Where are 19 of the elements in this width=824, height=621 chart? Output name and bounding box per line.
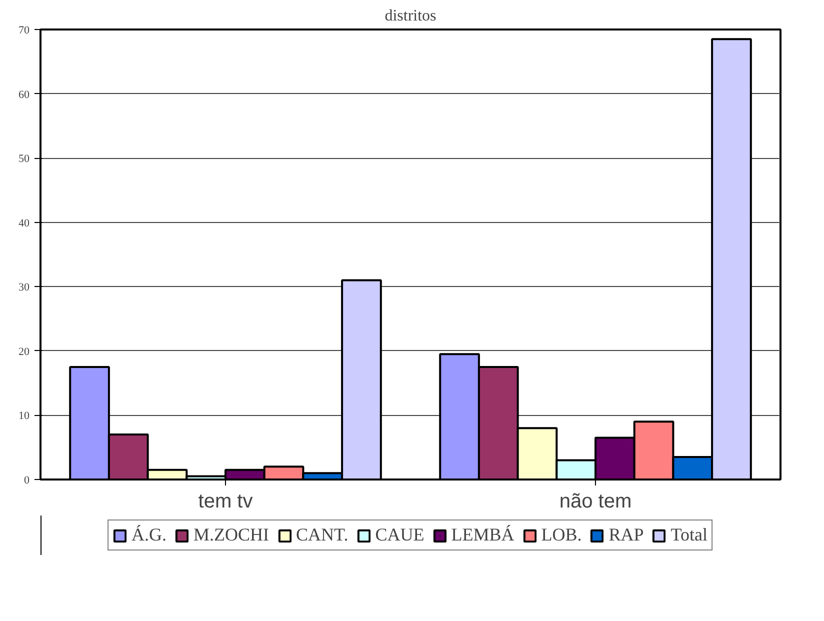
legend-label: LOB. (541, 524, 582, 546)
legend-label: Total (670, 524, 708, 546)
x-tick-label: tem tv (198, 490, 253, 512)
legend-label: Á.G. (132, 524, 167, 546)
y-tick-label: 20 (18, 346, 30, 358)
y-tick-label: 50 (18, 153, 30, 166)
x-tick-label: não tem (559, 490, 632, 512)
y-tick-label: 40 (18, 217, 30, 230)
y-tick-label: 30 (18, 282, 30, 294)
legend-label: LEMBÁ (451, 524, 514, 546)
legend-label: M.ZOCHI (194, 524, 270, 546)
y-tick-label: 70 (18, 24, 30, 36)
legend-label: RAP (608, 524, 644, 546)
y-tick-label: 10 (18, 410, 30, 422)
chart-title: distritos (384, 8, 436, 24)
y-tick-label: 60 (18, 88, 30, 101)
y-tick-label: 0 (24, 474, 30, 486)
legend-label: CAUE (375, 524, 424, 546)
legend-label: CANT. (296, 524, 348, 546)
